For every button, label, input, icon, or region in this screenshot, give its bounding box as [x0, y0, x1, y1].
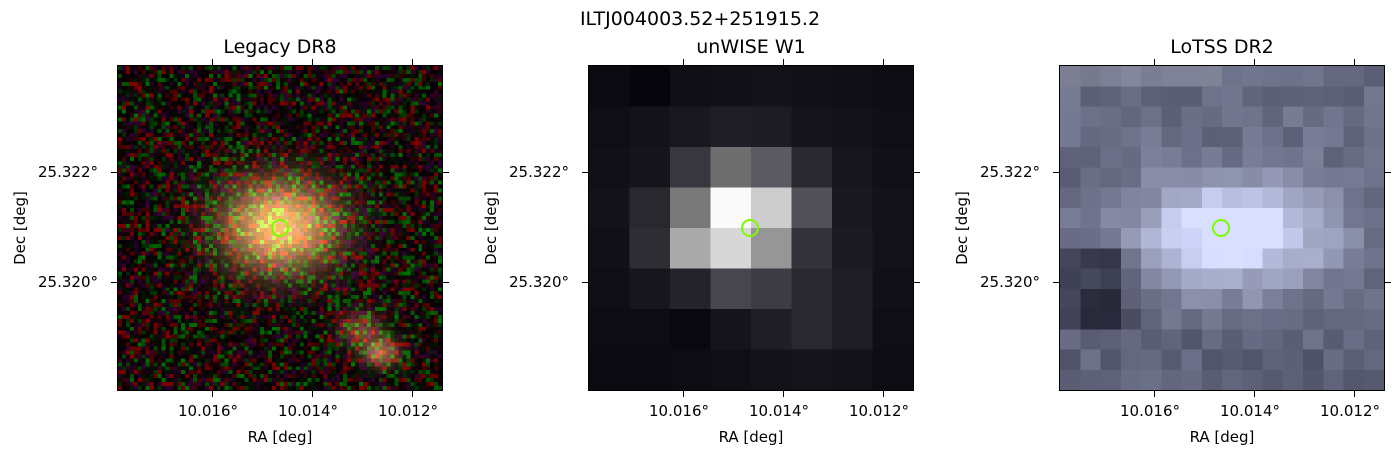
x-tick-label: 10.014° [749, 402, 809, 420]
x-axis-label: RA [deg] [247, 428, 313, 446]
y-tick-right [1385, 282, 1391, 283]
y-tick-right [443, 172, 449, 173]
source-marker [1212, 219, 1230, 237]
x-tick [312, 391, 313, 397]
x-tick-top [312, 59, 313, 65]
x-tick-label: 10.016° [649, 402, 709, 420]
y-axis-label: Dec [deg] [482, 191, 500, 265]
x-tick [783, 391, 784, 397]
y-tick-right [914, 282, 920, 283]
y-tick [111, 282, 117, 283]
x-tick-label: 10.012° [378, 402, 438, 420]
x-tick [1354, 391, 1355, 397]
x-tick-label: 10.012° [1320, 402, 1380, 420]
x-tick-label: 10.012° [849, 402, 909, 420]
y-tick [1053, 172, 1059, 173]
y-tick [582, 282, 588, 283]
x-tick-label: 10.014° [1220, 402, 1280, 420]
x-tick-label: 10.016° [1120, 402, 1180, 420]
x-tick [212, 391, 213, 397]
x-axis-label: RA [deg] [718, 428, 784, 446]
x-tick [1154, 391, 1155, 397]
y-tick [111, 172, 117, 173]
panel-title: Legacy DR8 [223, 36, 337, 58]
y-tick-right [1385, 172, 1391, 173]
y-tick-label: 25.322° [980, 163, 1040, 181]
x-tick-label: 10.014° [278, 402, 338, 420]
x-tick-top [883, 59, 884, 65]
y-tick-label: 25.322° [509, 163, 569, 181]
panel-title: LoTSS DR2 [1170, 36, 1274, 58]
x-tick [1254, 391, 1255, 397]
y-axis-label: Dec [deg] [11, 191, 29, 265]
y-tick-label: 25.320° [38, 273, 98, 291]
y-tick-right [443, 282, 449, 283]
x-tick-top [412, 59, 413, 65]
x-tick [883, 391, 884, 397]
x-tick [683, 391, 684, 397]
source-marker [741, 219, 759, 237]
panel-title: unWISE W1 [696, 36, 806, 58]
y-axis-label: Dec [deg] [953, 191, 971, 265]
x-tick-top [783, 59, 784, 65]
y-tick-label: 25.320° [509, 273, 569, 291]
x-tick-top [1154, 59, 1155, 65]
y-tick-right [914, 172, 920, 173]
y-tick [582, 172, 588, 173]
x-tick [412, 391, 413, 397]
x-tick-top [212, 59, 213, 65]
x-axis-label: RA [deg] [1189, 428, 1255, 446]
x-tick-top [1354, 59, 1355, 65]
figure-suptitle: ILTJ004003.52+251915.2 [579, 8, 821, 30]
x-tick-top [683, 59, 684, 65]
y-tick-label: 25.320° [980, 273, 1040, 291]
y-tick [1053, 282, 1059, 283]
x-tick-label: 10.016° [178, 402, 238, 420]
x-tick-top [1254, 59, 1255, 65]
y-tick-label: 25.322° [38, 163, 98, 181]
source-marker [271, 219, 289, 237]
